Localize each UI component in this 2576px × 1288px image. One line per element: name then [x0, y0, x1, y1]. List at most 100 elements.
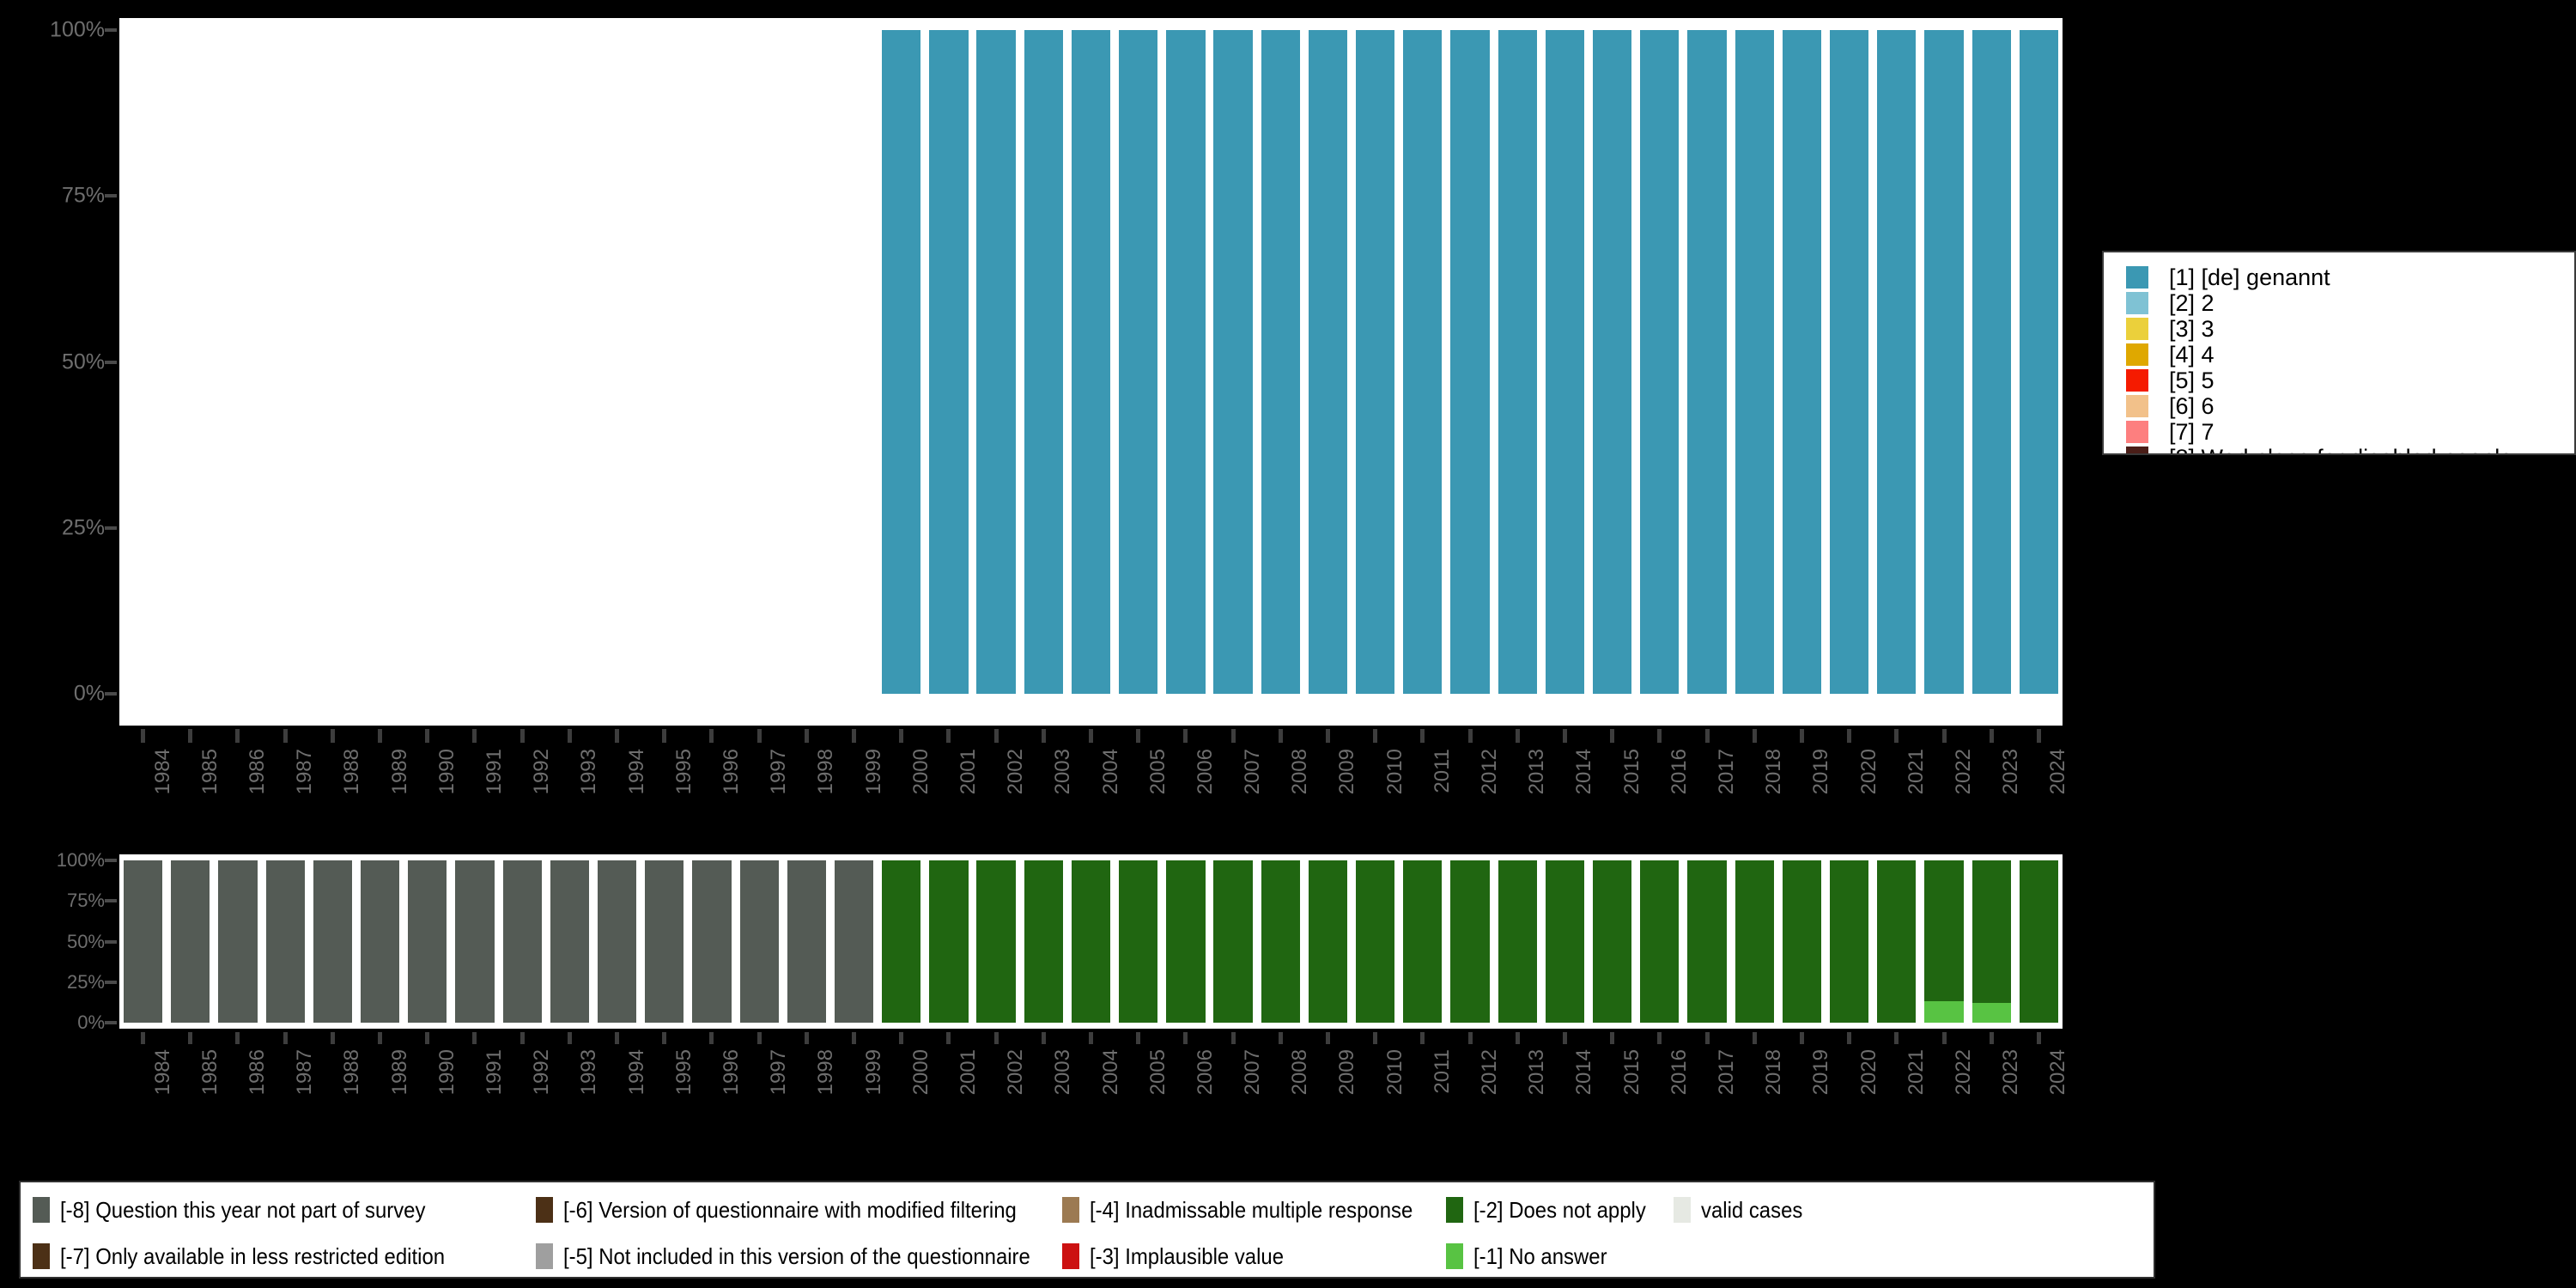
- x-tick-label: 2024: [2046, 1049, 2070, 1096]
- x-tick-label: 1999: [861, 1049, 885, 1096]
- availability-bar-segment: [1166, 860, 1206, 1023]
- x-tick-label: 2013: [1525, 749, 1549, 795]
- x-tick-label: 2002: [1004, 749, 1028, 795]
- legend-item[interactable]: [3] 3: [2126, 316, 2574, 342]
- x-tick-label: 1992: [530, 1049, 554, 1096]
- y-tick-label: 75%: [66, 890, 105, 912]
- y-tick: [105, 1021, 117, 1024]
- x-tick: [615, 1032, 620, 1044]
- main-bar: [1261, 30, 1300, 694]
- y-tick-label: 50%: [66, 930, 105, 952]
- main-bar: [1024, 30, 1063, 694]
- availability-bar: [218, 860, 258, 1023]
- availability-bar-segment: [1782, 860, 1822, 1023]
- legend-item-label: [5] 5: [2169, 367, 2215, 393]
- availability-bar-segment: [1640, 860, 1680, 1023]
- x-tick-label: 2007: [1241, 749, 1265, 795]
- legend-swatch-icon: [2126, 292, 2148, 314]
- legend-item[interactable]: [1] [de] genannt: [2126, 264, 2574, 290]
- x-tick-label: 1999: [861, 749, 885, 795]
- status-legend-label: [-8] Question this year not part of surv…: [60, 1196, 426, 1223]
- x-tick: [519, 1032, 525, 1044]
- x-tick: [2036, 729, 2041, 743]
- x-tick-label: 2017: [1715, 1049, 1739, 1096]
- availability-bar: [455, 860, 495, 1023]
- legend-swatch-icon: [2126, 343, 2148, 366]
- main-bar-segment: [882, 30, 921, 694]
- x-tick: [2036, 1032, 2041, 1044]
- main-bar: [1213, 30, 1253, 694]
- x-tick-label: 1984: [150, 749, 174, 795]
- x-tick: [1657, 1032, 1662, 1044]
- main-bar-segment: [1119, 30, 1158, 694]
- x-tick: [1373, 1032, 1378, 1044]
- y-tick: [105, 194, 117, 198]
- status-legend-item[interactable]: [-6] Version of questionnaire with modif…: [536, 1197, 1056, 1224]
- x-tick-label: 2023: [1999, 749, 2023, 795]
- x-tick-label: 2013: [1525, 1049, 1549, 1096]
- main-bar: [929, 30, 969, 694]
- x-tick-label: 1991: [482, 1049, 506, 1096]
- x-tick: [946, 1032, 951, 1044]
- main-bar: [1971, 30, 2011, 694]
- legend-item[interactable]: [8] Workplace for disabled people: [2126, 445, 2574, 453]
- status-legend-item[interactable]: valid cases: [1674, 1197, 1812, 1224]
- x-tick-label: 2011: [1430, 1049, 1454, 1094]
- x-tick-label: 2000: [908, 749, 933, 795]
- status-legend-item[interactable]: [-2] Does not apply: [1446, 1197, 1661, 1224]
- x-tick: [567, 1032, 572, 1044]
- status-legend-item[interactable]: [-8] Question this year not part of surv…: [33, 1197, 457, 1224]
- x-tick: [899, 729, 904, 743]
- status-legend: [-8] Question this year not part of surv…: [19, 1181, 2155, 1279]
- x-tick: [1420, 1032, 1425, 1044]
- legend-swatch-icon: [2126, 266, 2148, 289]
- availability-bar-segment: [1356, 860, 1395, 1023]
- availability-bar-segment: [1829, 860, 1869, 1023]
- status-legend-item[interactable]: [-4] Inadmissable multiple response: [1062, 1197, 1441, 1224]
- main-bar-segment: [1924, 30, 1964, 694]
- x-tick-label: 1994: [624, 749, 648, 795]
- status-legend-swatch-icon: [1446, 1243, 1463, 1269]
- availability-bar-segment: [597, 860, 637, 1023]
- legend-item[interactable]: [6] 6: [2126, 393, 2574, 419]
- x-tick-label: 2005: [1145, 1049, 1170, 1096]
- status-legend-item[interactable]: [-5] Not included in this version of the…: [536, 1243, 1071, 1270]
- x-tick-label: 2008: [1288, 1049, 1312, 1096]
- availability-bar: [692, 860, 732, 1023]
- availability-bar-segment: [1877, 860, 1917, 1023]
- main-bar: [1782, 30, 1822, 694]
- status-legend-label: [-3] Implausible value: [1090, 1242, 1285, 1269]
- status-legend-item[interactable]: [-1] No answer: [1446, 1243, 1619, 1270]
- legend-item[interactable]: [7] 7: [2126, 419, 2574, 445]
- x-tick: [615, 729, 620, 743]
- availability-bar: [929, 860, 969, 1023]
- availability-bar: [408, 860, 447, 1023]
- legend-item[interactable]: [2] 2: [2126, 290, 2574, 316]
- x-tick-label: 1986: [245, 749, 269, 795]
- legend-item-label: [6] 6: [2169, 392, 2215, 419]
- x-tick: [1657, 729, 1662, 743]
- x-tick: [1847, 1032, 1852, 1044]
- x-tick: [235, 729, 240, 743]
- status-legend-label: [-1] No answer: [1473, 1242, 1607, 1269]
- x-tick-label: 2021: [1904, 1049, 1928, 1096]
- availability-bar-segment: [692, 860, 732, 1023]
- y-tick-label: 0%: [73, 681, 105, 706]
- x-tick-label: 1989: [387, 1049, 411, 1096]
- status-legend-item[interactable]: [-3] Implausible value: [1062, 1243, 1301, 1270]
- availability-bar-segment: [360, 860, 400, 1023]
- main-bar-segment: [1450, 30, 1490, 694]
- availability-bar: [1640, 860, 1680, 1023]
- x-tick: [378, 729, 383, 743]
- status-legend-item[interactable]: [-7] Only available in less restricted e…: [33, 1243, 478, 1270]
- availability-bar: [2019, 860, 2059, 1023]
- x-tick: [1704, 729, 1710, 743]
- legend-item[interactable]: [4] 4: [2126, 342, 2574, 368]
- x-tick: [709, 729, 714, 743]
- availability-bar-segment: [882, 860, 921, 1023]
- status-legend-swatch-icon: [33, 1243, 50, 1269]
- legend-item[interactable]: [5] 5: [2126, 368, 2574, 393]
- x-tick-label: 1994: [624, 1049, 648, 1096]
- x-tick: [330, 1032, 335, 1044]
- availability-bar-segment: [1924, 1001, 1964, 1023]
